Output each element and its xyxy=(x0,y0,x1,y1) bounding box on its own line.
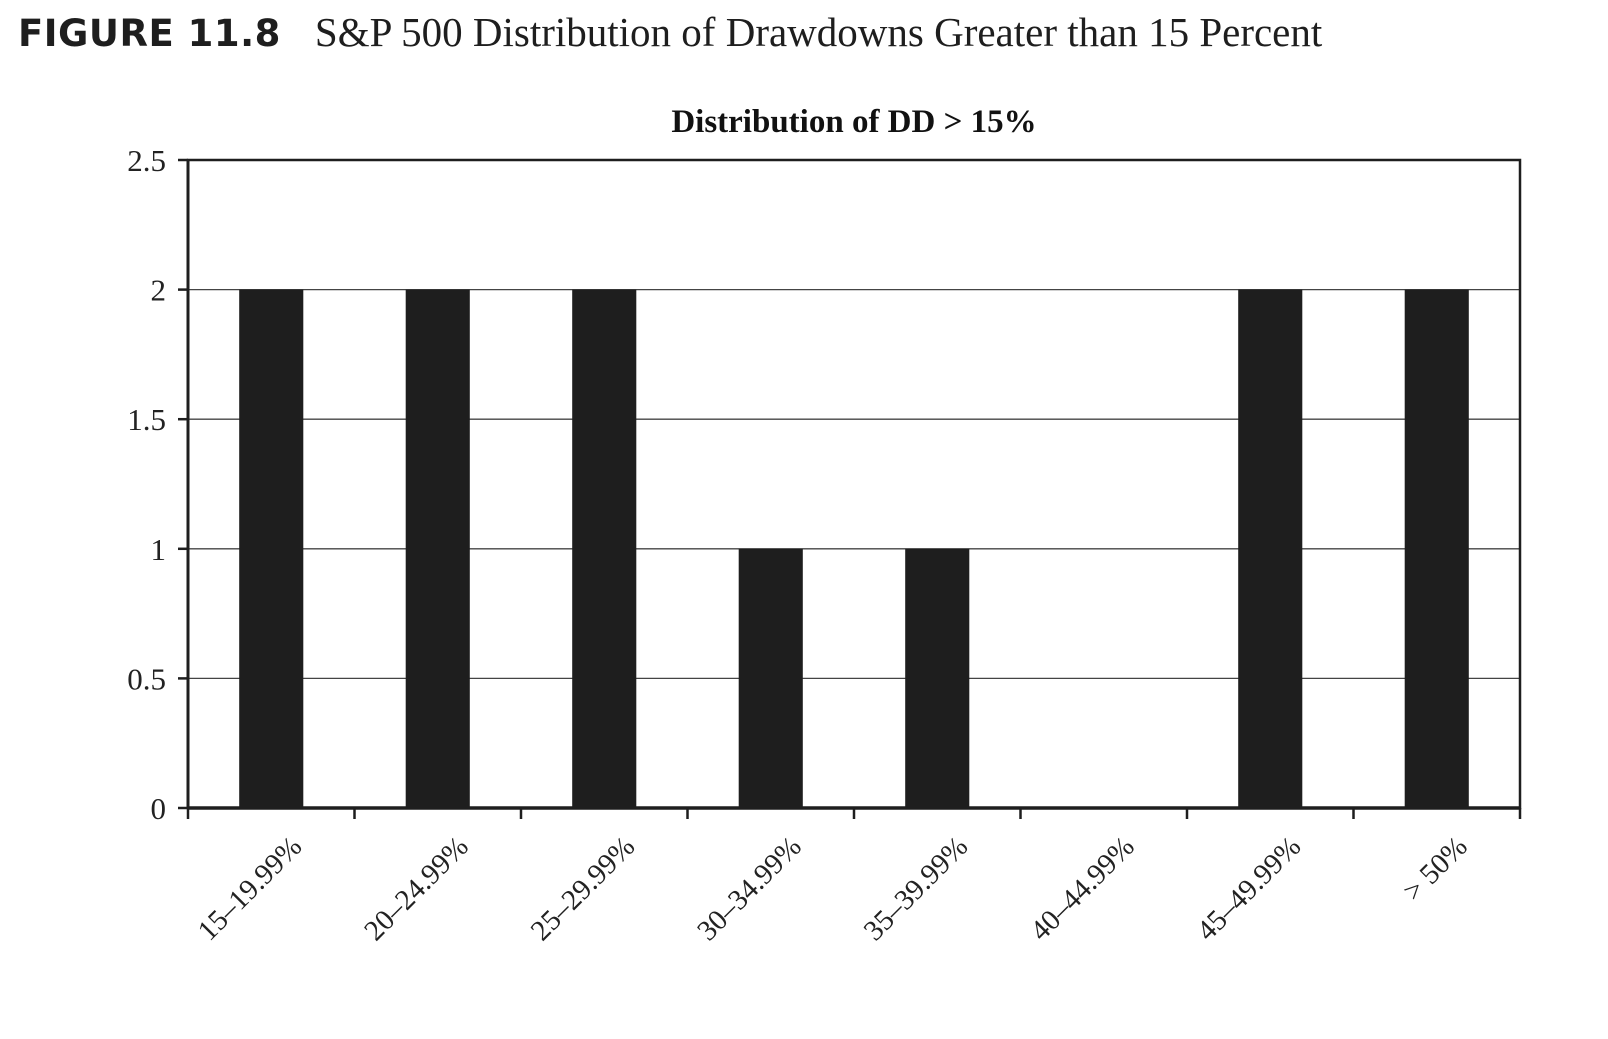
plot-area-frame xyxy=(186,158,1522,810)
figure-header: FIGURE 11.8 S&P 500 Distribution of Draw… xyxy=(18,8,1322,56)
y-tick-label: 1.5 xyxy=(127,402,166,437)
x-axis-ticks: 15–19.99% 20–24.99% 25–29.99% 30–34.99% 35–3… xyxy=(186,808,1522,947)
bar xyxy=(405,289,470,809)
grid-lines xyxy=(188,288,1520,680)
y-tick-label: 0.5 xyxy=(127,661,166,696)
bar xyxy=(572,289,637,809)
x-category-label: > 50% xyxy=(1397,830,1474,907)
y-tick-label: 2.5 xyxy=(127,143,166,178)
x-category-label: 40–44.99% xyxy=(1024,830,1141,947)
figure-caption: S&P 500 Distribution of Drawdowns Greate… xyxy=(314,9,1323,55)
y-tick-label: 2 xyxy=(151,273,167,308)
bar xyxy=(239,289,304,809)
bars xyxy=(239,289,1469,809)
bar xyxy=(1404,289,1469,809)
x-category-label: 35–39.99% xyxy=(858,830,975,947)
x-category-label: 15–19.99% xyxy=(192,830,309,947)
x-category-label: 25–29.99% xyxy=(525,830,642,947)
x-category-label: 45–49.99% xyxy=(1191,830,1308,947)
x-category-label: 30–34.99% xyxy=(691,830,808,947)
bar xyxy=(905,548,970,808)
x-category-label: 20–24.99% xyxy=(358,830,475,947)
y-tick-label: 1 xyxy=(151,532,167,567)
chart-title: Distribution of DD > 15% xyxy=(671,104,1036,140)
figure-label: FIGURE 11.8 xyxy=(18,12,281,55)
bar xyxy=(738,548,803,808)
axes xyxy=(186,158,1522,810)
bar xyxy=(1238,289,1303,809)
y-axis-ticks: 0 0.5 1 1.5 2 2.5 xyxy=(127,143,188,826)
y-tick-label: 0 xyxy=(151,791,167,826)
